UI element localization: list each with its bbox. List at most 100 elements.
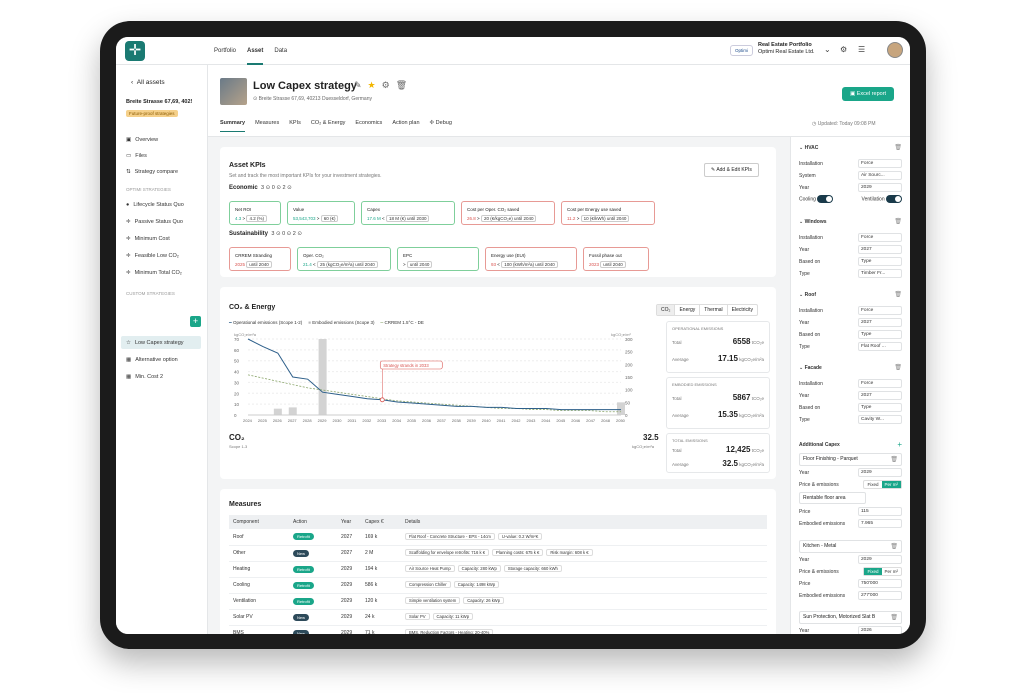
installation-select[interactable]: Force — [858, 379, 902, 388]
year-input[interactable]: 2026 — [858, 626, 902, 634]
kpi-box[interactable]: EPC > until 2040 — [397, 247, 479, 271]
back-to-assets[interactable]: ‹ All assets — [131, 79, 165, 86]
trash-icon[interactable]: 🗑 — [395, 80, 408, 90]
kpi-box[interactable]: Oper. CO₂ 21.4 < 25 (kgCO₂e/m²a) until 20… — [297, 247, 391, 271]
system-select[interactable]: Air Sourc... — [858, 171, 902, 180]
nav-asset[interactable]: Asset — [247, 37, 264, 65]
tab-summary[interactable]: Summary — [220, 120, 246, 132]
portfolio-switcher[interactable]: Real Estate Portfolio Optimi Real Estate… — [758, 42, 815, 56]
add-strategy-button[interactable]: + — [190, 316, 201, 327]
year-input[interactable]: 2029 — [858, 555, 902, 564]
per-m2-option[interactable]: Per m² — [884, 569, 899, 574]
trash-icon[interactable]: 🗑 — [894, 292, 902, 298]
sidebar-item-passive[interactable]: ✛ Passive Status Quo — [126, 219, 183, 225]
table-row[interactable]: Cooling Retrofit 2029 586 k Compression Chil… — [229, 577, 767, 594]
embodied-input[interactable]: 7.965 — [858, 519, 902, 528]
tab-electricity[interactable]: Electricity — [731, 307, 754, 313]
nav-data[interactable]: Data — [274, 48, 288, 54]
star-icon[interactable]: ★ — [367, 80, 376, 90]
sidebar-item-lifecycle[interactable]: ● Lifecycle Status Quo — [126, 202, 184, 208]
fixed-option[interactable]: Fixed — [867, 482, 879, 487]
sidebar-item-strategy-compare[interactable]: ⇅ Strategy compare — [126, 169, 178, 175]
excel-report-button[interactable]: ▣ Excel report — [842, 87, 895, 101]
tab-debug[interactable]: ✢ Debug — [430, 120, 452, 132]
user-avatar[interactable] — [887, 42, 903, 58]
table-row[interactable]: Roof Retrofit 2027 169 k Flat Roof - Concret… — [229, 529, 767, 546]
trash-icon[interactable]: 🗑 — [890, 544, 898, 550]
sidebar-item-low-capex[interactable]: ☆ Low Capex strategy — [126, 340, 184, 346]
col-details[interactable]: Details — [401, 515, 767, 529]
price-input[interactable]: 750'000 — [858, 579, 902, 588]
type-select[interactable]: Flat Roof ... — [858, 342, 902, 351]
year-input[interactable]: 2029 — [858, 468, 902, 477]
per-m2-option[interactable]: Per m² — [881, 481, 901, 488]
capex-item-3[interactable]: Sun Protection, Motorized Slat B 🗑 — [799, 611, 902, 624]
kpi-box[interactable]: Capex 17.6 M < 18 M (€) until 2030 — [361, 201, 455, 225]
add-edit-kpis-button[interactable]: ✎ Add & Edit KPIs — [704, 163, 759, 177]
sidebar-item-feasible-low-co2[interactable]: ✛ Feasible Low CO₂ — [126, 253, 179, 259]
kpi-box[interactable]: Net ROI 4.3 > 4.2 (%) — [229, 201, 281, 225]
tab-thermal[interactable]: Thermal — [700, 305, 728, 315]
tab-economics[interactable]: Economics — [355, 120, 383, 126]
capex-item-2[interactable]: Kitchen - Metal 🗑 — [799, 540, 902, 553]
add-capex-icon[interactable]: + — [897, 440, 902, 449]
sidebar-item-min-total-co2[interactable]: ✛ Minimum Total CO₂ — [126, 270, 182, 276]
ventilation-toggle[interactable] — [886, 195, 902, 203]
nav-portfolio[interactable]: Portfolio — [214, 48, 237, 54]
tab-action-plan[interactable]: Action plan — [392, 120, 420, 126]
trash-icon[interactable]: 🗑 — [890, 457, 898, 463]
rentable-floor-area-select[interactable]: Rentable floor area — [799, 492, 866, 504]
roof-header[interactable]: ⌄ Roof 🗑 — [799, 291, 902, 299]
based-on-select[interactable]: Type — [858, 330, 902, 339]
based-on-select[interactable]: Type — [858, 403, 902, 412]
trash-icon[interactable]: 🗑 — [894, 365, 902, 371]
sidebar-item-min-cost-2[interactable]: ▦ Min. Cost 2 — [126, 374, 163, 380]
table-row[interactable]: Heating Retrofit 2029 194 k Air Source Heat … — [229, 561, 767, 578]
sidebar-item-min-cost[interactable]: ✛ Minimum Cost — [126, 236, 170, 242]
gear-icon[interactable]: ⚙ — [840, 45, 848, 54]
year-input[interactable]: 2027 — [858, 245, 902, 254]
kpi-box[interactable]: Value 53,543,703 > 60 (€) — [287, 201, 355, 225]
year-input[interactable]: 2027 — [858, 391, 902, 400]
table-row[interactable]: Solar PV New 2029 24 k Solar PV Capacity: 11 … — [229, 609, 767, 626]
capex-item-1[interactable]: Floor Finishing - Parquet 🗑 — [799, 453, 902, 466]
tab-kpis[interactable]: KPIs — [289, 120, 301, 126]
col-action[interactable]: Action — [289, 515, 337, 529]
kpi-box[interactable]: Energy use (EUI) 93 < 100 (kWh/m²a) until… — [485, 247, 577, 271]
windows-header[interactable]: ⌄ Windows 🗑 — [799, 218, 902, 226]
kpi-box[interactable]: Cost per Oper. CO₂ saved 26.8 > 20 (€/kgC… — [461, 201, 555, 225]
database-icon[interactable]: ☰ — [858, 45, 866, 54]
chevron-down-icon[interactable]: ⌄ — [824, 45, 831, 54]
type-select[interactable]: Cavity W... — [858, 415, 902, 424]
price-input[interactable]: 115 — [858, 507, 902, 516]
year-input[interactable]: 2027 — [858, 318, 902, 327]
installation-select[interactable]: Force — [858, 306, 902, 315]
table-row[interactable]: Ventilation Retrofit 2029 120 k Simple venti… — [229, 593, 767, 610]
type-select[interactable]: Timber Fr... — [858, 269, 902, 278]
app-logo-icon[interactable]: ✛ — [125, 41, 145, 61]
trash-icon[interactable]: 🗑 — [890, 615, 898, 621]
table-row[interactable]: Other New 2027 2 M Scaffolding for envelope … — [229, 545, 767, 562]
trash-icon[interactable]: 🗑 — [894, 145, 902, 151]
col-component[interactable]: Component — [229, 515, 289, 529]
embodied-input[interactable]: 277'000 — [858, 591, 902, 600]
year-input[interactable]: 2029 — [858, 183, 902, 192]
settings-icon[interactable]: ⚙ — [381, 80, 390, 90]
facade-header[interactable]: ⌄ Facade 🗑 — [799, 364, 902, 372]
sidebar-item-alternative[interactable]: ▦ Alternative option — [126, 357, 178, 363]
hvac-header[interactable]: ⌄ HVAC 🗑 — [799, 144, 902, 152]
table-row[interactable]: BMS New 2029 71 k BMS, Reduction Factors - H… — [229, 625, 767, 634]
col-year[interactable]: Year — [337, 515, 361, 529]
tab-measures[interactable]: Measures — [255, 120, 280, 126]
kpi-box[interactable]: Fossil phase out 2023 until 2040 — [583, 247, 649, 271]
kpi-box[interactable]: CRREM Stranding 2025 until 2040 — [229, 247, 291, 271]
based-on-select[interactable]: Type — [858, 257, 902, 266]
tab-co2[interactable]: CO₂ — [657, 305, 676, 315]
sidebar-item-overview[interactable]: ▣ Overview — [126, 137, 158, 143]
trash-icon[interactable]: 🗑 — [894, 219, 902, 225]
tab-co2-energy[interactable]: CO₂ & Energy — [310, 120, 346, 126]
installation-select[interactable]: Force — [858, 233, 902, 242]
sidebar-item-files[interactable]: ▭ Files — [126, 153, 147, 159]
cooling-toggle[interactable] — [817, 195, 834, 203]
tab-energy[interactable]: Energy — [675, 305, 701, 315]
